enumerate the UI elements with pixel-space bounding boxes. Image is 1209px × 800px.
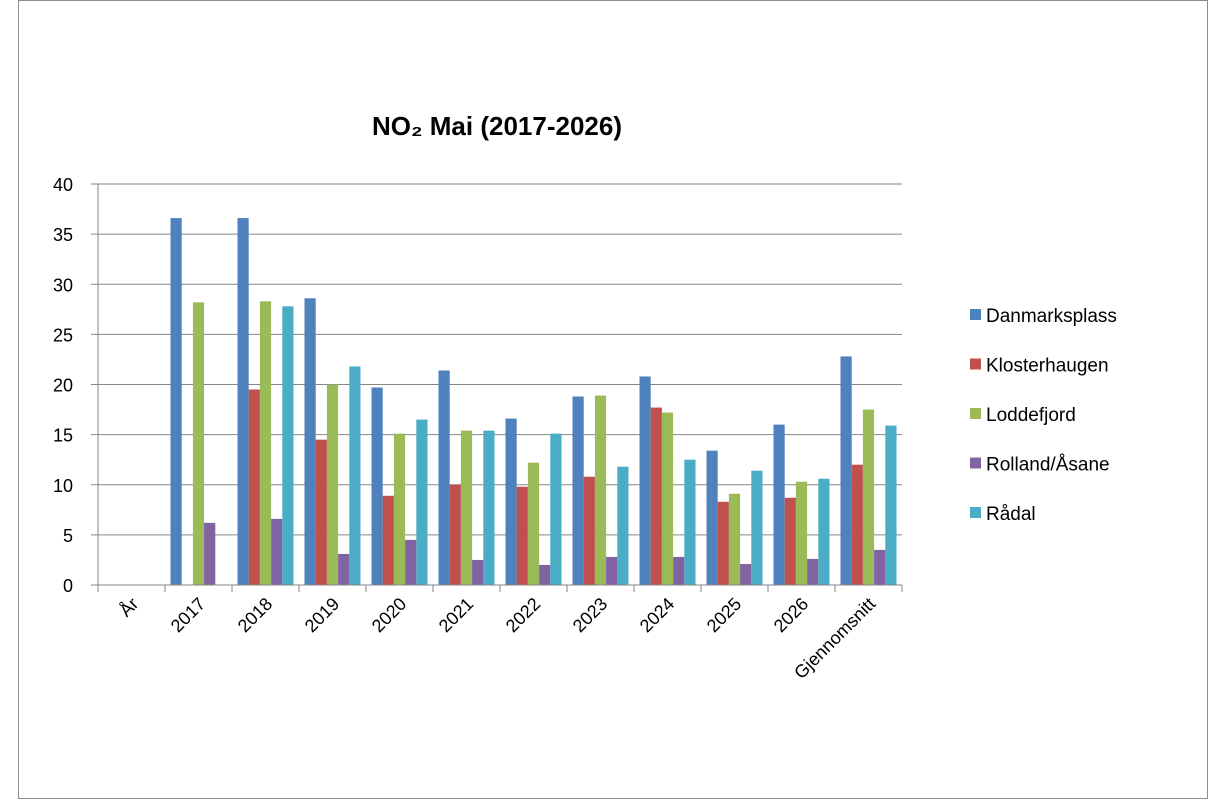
bar-klosterhaugen-2024 xyxy=(650,407,662,585)
bar-rolland-sane-2018 xyxy=(271,518,283,585)
bar-loddefjord-2019 xyxy=(326,384,339,585)
y-tick-label: 10 xyxy=(53,476,73,496)
bars xyxy=(170,218,897,585)
bar-klosterhaugen-2021 xyxy=(449,484,461,585)
bar-klosterhaugen-2018 xyxy=(248,389,260,585)
y-tick-label: 20 xyxy=(53,376,73,396)
bar-rolland-sane-2017 xyxy=(204,522,216,585)
y-tick-label: 0 xyxy=(63,576,73,596)
legend-swatch xyxy=(970,507,981,518)
bar-loddefjord-2021 xyxy=(460,430,473,585)
bar-danmarksplass-2017 xyxy=(170,218,182,585)
bar-loddefjord-2018 xyxy=(259,301,272,585)
legend-label: Loddefjord xyxy=(986,405,1076,426)
bar-loddefjord-2025 xyxy=(728,493,741,585)
bar-rolland-sane-2020 xyxy=(405,539,417,585)
bar-danmarksplass-2021 xyxy=(438,370,450,585)
bar-danmarksplass-2022 xyxy=(505,418,517,585)
bar-r-dal-2025 xyxy=(751,470,763,585)
y-tick-label: 25 xyxy=(53,325,73,345)
bar-rolland-sane-2023 xyxy=(606,556,618,585)
bar-klosterhaugen-2020 xyxy=(382,495,394,585)
bar-danmarksplass-2020 xyxy=(371,387,383,585)
bar-r-dal-2020 xyxy=(416,419,428,585)
legend-swatch xyxy=(970,457,981,469)
x-tick-label: År xyxy=(115,594,142,621)
bar-danmarksplass-2018 xyxy=(237,218,249,585)
bar-r-dal-2024 xyxy=(684,459,696,585)
bar-loddefjord-2022 xyxy=(527,462,540,585)
y-tick-label: 15 xyxy=(53,426,73,446)
x-tick-label: 2021 xyxy=(435,594,477,636)
x-tick-label: 2022 xyxy=(502,594,544,636)
bar-rolland-sane-2021 xyxy=(472,559,484,585)
x-tick-label: 2017 xyxy=(167,594,209,636)
x-tick-label: 2018 xyxy=(234,594,276,636)
legend: Danmarksplass Klosterhaugen Loddefjord Roll… xyxy=(970,306,1117,525)
bar-danmarksplass-2025 xyxy=(706,450,718,585)
bar-r-dal-2018 xyxy=(282,306,294,585)
bar-loddefjord-2017 xyxy=(192,302,205,585)
x-tick-label: 2019 xyxy=(301,594,343,636)
bar-r-dal-2026 xyxy=(818,478,830,585)
y-tick-label: 40 xyxy=(53,175,73,195)
bar-rolland-sane-2024 xyxy=(673,556,685,585)
bar-danmarksplass-2024 xyxy=(639,376,651,585)
chart-area: NO₂ Mai (2017-2026) 0 5 10 15 20 25 30 35 40 År 20… xyxy=(18,0,1208,799)
legend-swatch xyxy=(970,309,981,320)
bar-klosterhaugen-2025 xyxy=(717,501,729,585)
chart-title: NO₂ Mai (2017-2026) xyxy=(372,111,622,141)
legend-label: Danmarksplass xyxy=(986,306,1117,327)
legend-label: Rolland/Åsane xyxy=(986,455,1110,476)
bar-rolland-sane-2019 xyxy=(338,553,350,585)
bar-klosterhaugen-gjennomsnitt xyxy=(851,464,863,585)
legend-label: Klosterhaugen xyxy=(986,356,1109,377)
legend-swatch xyxy=(970,408,981,419)
x-tick-label: 2026 xyxy=(770,594,812,636)
bar-klosterhaugen-2019 xyxy=(315,439,327,585)
x-tick-label: 2024 xyxy=(636,594,678,636)
bar-r-dal-2019 xyxy=(349,366,361,585)
bar-danmarksplass-2023 xyxy=(572,396,584,585)
y-tick-label: 35 xyxy=(53,225,73,245)
bar-rolland-sane-2025 xyxy=(740,563,752,585)
bar-r-dal-gjennomsnitt xyxy=(885,425,897,585)
y-tick-label: 30 xyxy=(53,275,73,295)
bar-r-dal-2021 xyxy=(483,430,495,585)
y-tick-label: 5 xyxy=(63,526,73,546)
bar-danmarksplass-2026 xyxy=(773,424,785,585)
legend-label: Rådal xyxy=(986,504,1036,525)
bar-danmarksplass-gjennomsnitt xyxy=(840,356,852,585)
legend-swatch xyxy=(970,358,981,370)
bar-klosterhaugen-2026 xyxy=(784,497,796,585)
bar-klosterhaugen-2023 xyxy=(583,476,595,585)
bar-r-dal-2022 xyxy=(550,433,562,585)
bar-rolland-sane-gjennomsnitt xyxy=(874,549,886,585)
bar-r-dal-2023 xyxy=(617,466,629,585)
bar-loddefjord-gjennomsnitt xyxy=(862,409,875,585)
bar-rolland-sane-2026 xyxy=(807,558,819,585)
bar-danmarksplass-2019 xyxy=(304,298,316,585)
x-tick-label: 2023 xyxy=(569,594,611,636)
bar-loddefjord-2020 xyxy=(393,433,406,585)
bar-rolland-sane-2022 xyxy=(539,564,551,585)
grid-lines xyxy=(98,183,902,536)
x-tick-label: 2025 xyxy=(703,594,745,636)
bar-loddefjord-2026 xyxy=(795,481,808,585)
bar-loddefjord-2023 xyxy=(594,395,607,585)
bar-klosterhaugen-2022 xyxy=(516,486,528,585)
x-tick-label: 2020 xyxy=(368,594,410,636)
bar-loddefjord-2024 xyxy=(661,412,674,585)
